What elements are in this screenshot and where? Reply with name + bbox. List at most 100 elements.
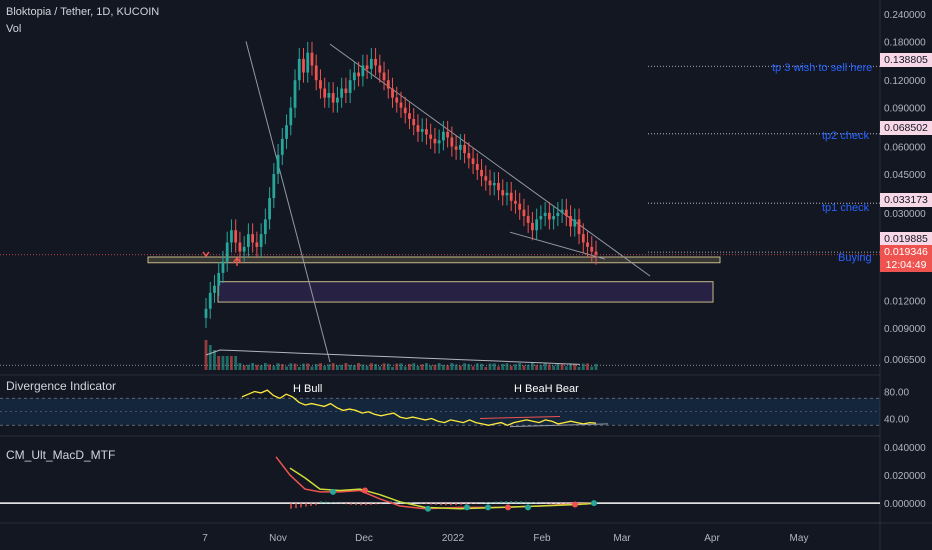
volume-bar	[378, 366, 382, 370]
candle-body	[412, 118, 416, 126]
candle-body	[378, 65, 382, 73]
macd-histogram-bar	[345, 503, 347, 505]
buying-zone	[147, 256, 721, 264]
volume-bar	[467, 364, 471, 370]
macd-histogram-bar	[555, 503, 557, 505]
candle-body	[425, 129, 428, 135]
macd-histogram-bar	[450, 503, 452, 506]
volume-bar	[314, 363, 318, 370]
macd-cross-dot	[485, 504, 491, 511]
time-tick-label: 2022	[442, 533, 465, 544]
volume-bar	[327, 364, 331, 370]
volume-bar	[505, 363, 509, 370]
macd-cross-dot	[330, 488, 336, 495]
macd-histogram-bar	[535, 502, 537, 504]
volume-bar	[365, 365, 369, 370]
macd-histogram-bar	[525, 501, 527, 504]
price-tick-label: 0.240000	[884, 10, 926, 21]
candle-body	[556, 212, 560, 217]
volume-bar	[238, 363, 242, 370]
volume-bar	[357, 363, 361, 370]
volume-bar	[543, 363, 547, 370]
volume-bar	[560, 364, 564, 370]
macd-histogram-bar	[470, 503, 472, 505]
macd-histogram-bar	[510, 501, 512, 504]
candle-body	[314, 65, 318, 81]
candle-body	[488, 180, 492, 186]
volume-bar	[446, 365, 450, 370]
time-tick-label: Dec	[355, 533, 373, 544]
candle-body	[272, 174, 276, 199]
macd-histogram-bar	[325, 501, 327, 504]
volume-bar	[535, 364, 539, 370]
bear-divergence-line	[479, 415, 561, 419]
macd-cross-dot	[505, 504, 511, 511]
volume-bar	[564, 366, 568, 370]
macd-histogram-bar	[365, 503, 367, 506]
volume-bar	[217, 356, 221, 370]
candle-body	[420, 129, 424, 132]
candle-body	[263, 219, 267, 235]
candle-body	[463, 144, 466, 154]
volume-bar	[259, 365, 263, 370]
volume-bar	[272, 365, 276, 370]
candle-body	[280, 138, 284, 155]
macd-histogram-bar	[495, 501, 497, 504]
candle-body	[234, 230, 238, 243]
down-arrow-icon	[202, 251, 210, 258]
volume-bar	[323, 365, 327, 370]
candle-body	[208, 292, 212, 309]
candle-body	[310, 52, 314, 66]
macd-histogram-bar	[410, 502, 412, 504]
candle-body	[225, 242, 229, 262]
candle-body	[331, 92, 335, 103]
macd-histogram-bar	[300, 503, 302, 508]
candle-body	[374, 58, 377, 66]
candle-body	[352, 72, 356, 81]
volume-bar	[416, 365, 420, 370]
volume-bar	[344, 363, 348, 370]
macd-histogram-bar	[350, 503, 352, 505]
candle-body	[382, 72, 386, 81]
macd-cross-dot	[362, 487, 368, 494]
candle-body	[492, 182, 496, 186]
volume-bar	[374, 364, 377, 370]
volume-label: Vol	[6, 23, 22, 35]
macd-histogram-bar	[435, 503, 437, 505]
candle-body	[480, 169, 483, 177]
volume-bar	[268, 364, 271, 370]
macd-histogram-bar	[515, 501, 517, 504]
volume-bar	[302, 363, 305, 370]
volume-bar	[399, 363, 403, 370]
volume-bar	[475, 363, 479, 370]
up-arrow-icon	[232, 256, 242, 266]
chart-title: Bloktopia / Tether, 1D, KUCOIN	[6, 6, 160, 18]
volume-bar	[454, 364, 458, 370]
volume-bar	[531, 363, 534, 370]
candle-body	[543, 212, 547, 217]
volume-bar	[501, 363, 505, 370]
candle-body	[569, 216, 572, 227]
macd-histogram-bar	[465, 503, 467, 505]
macd-histogram-bar	[490, 502, 492, 504]
macd-line	[275, 456, 597, 510]
macd-histogram-bar	[530, 502, 532, 504]
volume-bar	[208, 345, 212, 370]
volume-bar	[484, 366, 488, 370]
candle-body	[577, 219, 581, 235]
volume-bar	[420, 364, 424, 370]
macd-histogram-bar	[310, 503, 312, 506]
volume-bar	[573, 363, 577, 370]
macd-cross-dot	[464, 504, 470, 511]
volume-bar	[289, 363, 293, 370]
volume-bar	[246, 364, 250, 370]
price-tick-label: 0.120000	[884, 76, 926, 87]
candle-body	[535, 219, 539, 231]
candle-body	[467, 153, 471, 159]
volume-bar	[539, 365, 543, 370]
volume-bar	[293, 363, 297, 370]
volume-bar	[369, 363, 373, 370]
macd-tick-label: 0.020000	[884, 471, 926, 482]
volume-bar	[547, 364, 551, 370]
volume-bar	[336, 365, 339, 370]
